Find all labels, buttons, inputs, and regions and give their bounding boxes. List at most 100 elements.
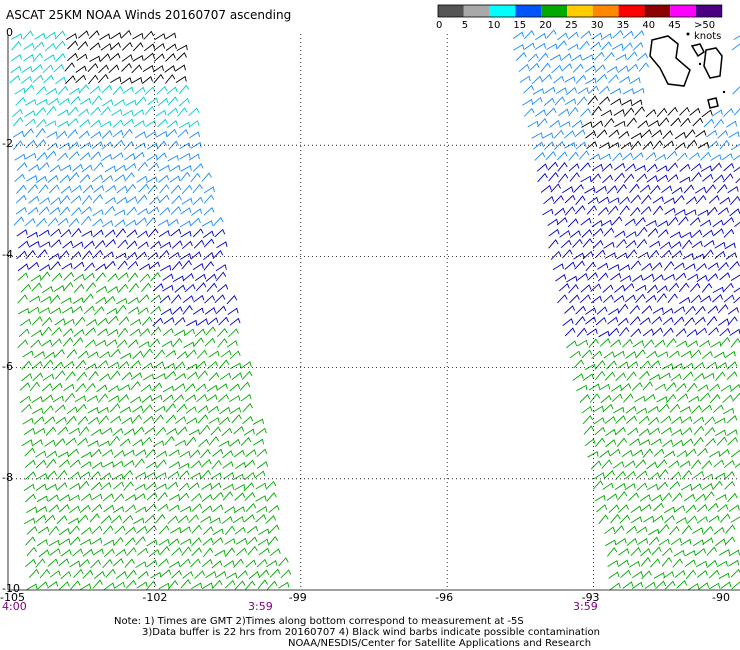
wind-barb xyxy=(68,106,79,116)
wind-barb xyxy=(556,40,567,50)
wind-barb xyxy=(203,186,215,194)
wind-barb xyxy=(108,64,120,74)
wind-barb xyxy=(112,119,124,129)
wind-barb xyxy=(25,536,36,546)
wind-barb xyxy=(732,392,740,402)
wind-barb xyxy=(651,316,663,325)
wind-barb xyxy=(122,86,134,94)
wind-barb xyxy=(587,196,599,205)
wind-barb xyxy=(600,394,612,404)
wind-barb xyxy=(46,470,57,480)
wind-barb xyxy=(21,439,33,447)
wind-barb xyxy=(79,504,91,513)
y-tick-label: -2 xyxy=(2,137,13,151)
wind-barb xyxy=(161,340,173,348)
wind-barb xyxy=(66,348,78,359)
wind-barb xyxy=(132,42,144,52)
wind-barb xyxy=(587,450,599,458)
wind-barb xyxy=(44,31,57,40)
wind-barb xyxy=(636,482,648,491)
wind-barb xyxy=(226,295,238,305)
wind-barb xyxy=(31,282,42,292)
wind-barb xyxy=(640,205,652,215)
wind-barb xyxy=(39,241,51,248)
wind-barb xyxy=(162,385,174,393)
wind-barb xyxy=(703,372,715,380)
wind-barb xyxy=(575,74,587,84)
wind-barb xyxy=(585,77,597,85)
wind-barb xyxy=(174,439,187,447)
wind-barb xyxy=(556,151,568,161)
wind-barb xyxy=(584,363,596,371)
wind-barb xyxy=(639,317,651,325)
wind-barb xyxy=(733,296,740,304)
x-tick-label: -93 xyxy=(581,591,600,604)
wind-barb xyxy=(78,84,90,94)
wind-barb xyxy=(60,549,72,557)
wind-barb xyxy=(702,173,714,182)
wind-barb xyxy=(232,473,244,481)
wind-barb xyxy=(582,54,594,61)
wind-barb xyxy=(171,260,183,271)
wind-barb xyxy=(658,117,670,127)
wind-barb xyxy=(31,329,43,337)
wind-barb xyxy=(203,207,215,216)
wind-barb xyxy=(215,264,227,272)
wind-barb xyxy=(723,216,735,226)
wind-barb xyxy=(115,252,127,259)
x-tick-label: -99 xyxy=(288,591,307,604)
wind-barb xyxy=(691,405,702,414)
legend-label: 45 xyxy=(668,20,681,31)
wind-barb xyxy=(176,403,188,413)
wind-barb xyxy=(46,87,58,96)
wind-barb xyxy=(77,437,89,446)
wind-barb xyxy=(203,238,215,248)
wind-barb xyxy=(146,176,158,184)
wind-barb xyxy=(680,350,692,358)
wind-barb xyxy=(91,537,103,545)
wind-barb xyxy=(637,251,649,259)
wind-barb xyxy=(40,271,51,281)
wind-barb xyxy=(147,184,158,195)
wind-barb xyxy=(562,249,573,259)
wind-barb xyxy=(674,142,686,150)
wind-barb xyxy=(553,75,565,84)
wind-barb xyxy=(693,425,705,436)
wind-barb xyxy=(258,528,270,535)
wind-barb xyxy=(626,371,637,381)
legend-label: 5 xyxy=(461,20,469,31)
wind-barb xyxy=(155,426,167,436)
wind-barb xyxy=(576,327,588,338)
wind-barb xyxy=(615,537,627,546)
wind-barb xyxy=(682,438,694,447)
wind-barb xyxy=(169,175,181,183)
wind-barb xyxy=(731,581,740,590)
wind-barb xyxy=(666,150,678,160)
wind-barb xyxy=(590,173,602,183)
wind-barb xyxy=(107,273,119,282)
wind-barb xyxy=(25,99,37,106)
wind-barb xyxy=(165,32,177,40)
wind-barb xyxy=(180,165,192,172)
wind-barb xyxy=(718,261,729,271)
wind-barb xyxy=(44,351,56,360)
wind-barb xyxy=(45,483,58,491)
wind-barb xyxy=(145,130,157,139)
wind-barb xyxy=(680,117,691,127)
wind-barb xyxy=(630,516,643,524)
wind-barb xyxy=(116,339,128,349)
wind-barb xyxy=(626,249,638,259)
wind-barb xyxy=(684,550,696,557)
wind-barb xyxy=(204,294,216,304)
wind-barb xyxy=(718,318,730,326)
wind-barb xyxy=(202,537,214,546)
wind-barb xyxy=(39,264,51,272)
wind-barb xyxy=(91,95,102,105)
wind-barb xyxy=(122,109,134,117)
wind-barb xyxy=(178,470,190,480)
wind-barb xyxy=(234,492,246,501)
wind-barb xyxy=(67,517,80,525)
wind-barb xyxy=(212,250,224,260)
wind-barb xyxy=(104,196,116,205)
wind-barb xyxy=(100,120,112,128)
